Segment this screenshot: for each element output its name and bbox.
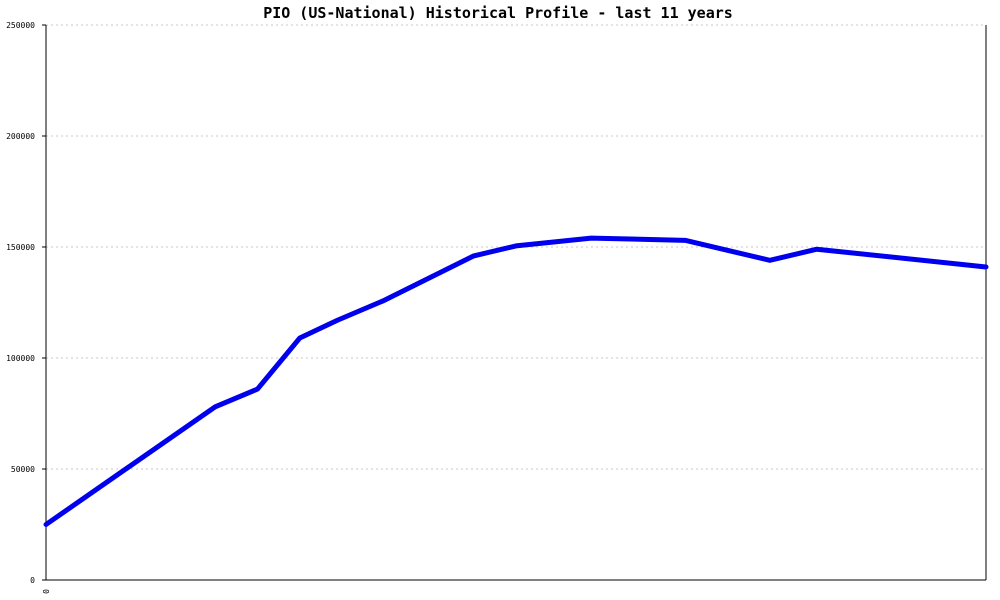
chart-title: PIO (US-National) Historical Profile - l… (263, 4, 733, 22)
y-tick-label: 100000 (6, 354, 35, 363)
x-tick-label: 0 (42, 589, 51, 594)
y-tick-label: 0 (30, 576, 35, 585)
series-line (43, 235, 989, 527)
x-axis-ticks: 0 (42, 589, 51, 594)
y-tick-label: 250000 (6, 21, 35, 30)
y-tick-label: 50000 (11, 465, 35, 474)
y-tick-label: 150000 (6, 243, 35, 252)
series-group (43, 235, 989, 527)
y-axis-ticks: 0 50000 100000 150000 200000 250000 (6, 21, 46, 585)
y-tick-label: 200000 (6, 132, 35, 141)
